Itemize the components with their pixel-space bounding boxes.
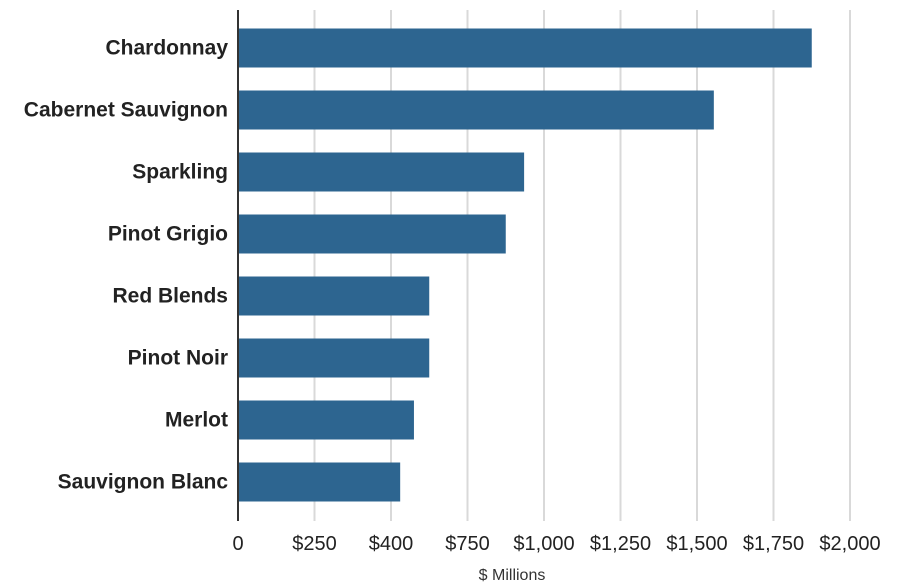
category-labels: Chardonnay Cabernet Sauvignon Sparkling Pin… (24, 37, 229, 494)
x-tick-label: 0 (232, 533, 243, 555)
bar-chardonnay (238, 28, 812, 68)
category-label: Pinot Noir (128, 347, 228, 370)
x-tick-label: $1,000 (513, 533, 574, 555)
x-tick-label: $250 (292, 533, 337, 555)
bar-sauvignon-blanc (238, 462, 401, 502)
category-label: Sauvignon Blanc (58, 471, 229, 494)
category-label: Sparkling (132, 161, 228, 184)
x-tick-label: $1,250 (590, 533, 651, 555)
x-tick-label: $1,750 (743, 533, 804, 555)
category-label: Cabernet Sauvignon (24, 99, 228, 122)
x-tick-label: $400 (369, 533, 414, 555)
bar-pinot-grigio (238, 214, 506, 254)
category-label: Pinot Grigio (108, 223, 228, 246)
bar-cabernet-sauvignon (238, 90, 714, 130)
bar-red-blends (238, 276, 430, 316)
bar-sparkling (238, 152, 525, 192)
bars (238, 28, 812, 502)
category-label: Merlot (165, 409, 228, 432)
category-label: Red Blends (112, 285, 228, 308)
x-tick-label: $1,500 (666, 533, 727, 555)
x-tick-label: $2,000 (819, 533, 880, 555)
bar-merlot (238, 400, 414, 440)
gridlines (313, 10, 851, 521)
bar-pinot-noir (238, 338, 430, 378)
x-tick-label: $750 (445, 533, 490, 555)
x-tick-labels: 0 $250 $400 $750 $1,000 $1,250 $1,500 $1,750 $2,… (232, 533, 880, 555)
category-label: Chardonnay (105, 37, 228, 60)
x-axis-title: $ Millions (479, 567, 546, 584)
